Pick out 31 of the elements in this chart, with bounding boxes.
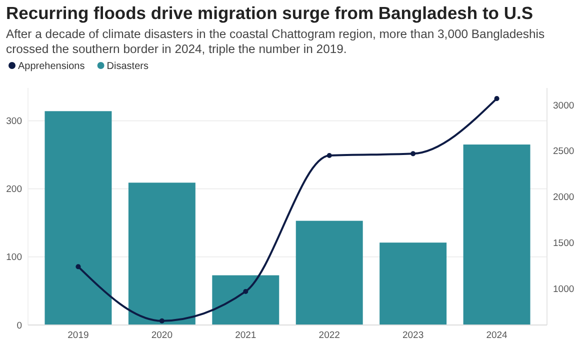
point xyxy=(159,318,164,324)
x-tick-label: 2023 xyxy=(402,330,424,341)
x-tick-label: 2021 xyxy=(235,330,256,341)
y2-tick-label: 1000 xyxy=(553,284,574,296)
point xyxy=(76,264,81,270)
legend-label: Disasters xyxy=(106,61,148,72)
bar xyxy=(296,220,363,325)
x-tick-label: 2020 xyxy=(151,330,173,341)
bar xyxy=(128,182,196,325)
x-tick-label: 2019 xyxy=(68,330,89,341)
legend-label: Apprehensions xyxy=(18,61,85,72)
point xyxy=(410,151,416,156)
x-tick-label: 2022 xyxy=(318,330,340,341)
bar xyxy=(212,275,280,325)
point xyxy=(326,153,332,158)
point xyxy=(243,288,248,294)
bar xyxy=(44,111,112,325)
chart-subtitle: After a decade of climate disasters in the coastal Chattogram region, more than 3,000 Bangladeshis crossed the southern border in 2024, triple the number in 2019. xyxy=(6,27,545,56)
y-tick-label: 0 xyxy=(16,320,22,332)
point xyxy=(494,96,500,102)
x-tick-label: 2024 xyxy=(486,330,508,341)
bar xyxy=(463,144,530,325)
y2-tick-label: 1500 xyxy=(553,238,574,250)
y-tick-label: 300 xyxy=(6,116,22,128)
bar xyxy=(380,242,447,325)
chart-title: Recurring floods drive migration surge from Bangladesh to U.S xyxy=(6,3,534,23)
y2-tick-label: 3000 xyxy=(553,100,574,112)
y-tick-label: 200 xyxy=(6,184,22,196)
y-tick-label: 100 xyxy=(6,252,22,264)
y2-tick-label: 2500 xyxy=(553,146,574,158)
y2-tick-label: 2000 xyxy=(553,192,574,204)
